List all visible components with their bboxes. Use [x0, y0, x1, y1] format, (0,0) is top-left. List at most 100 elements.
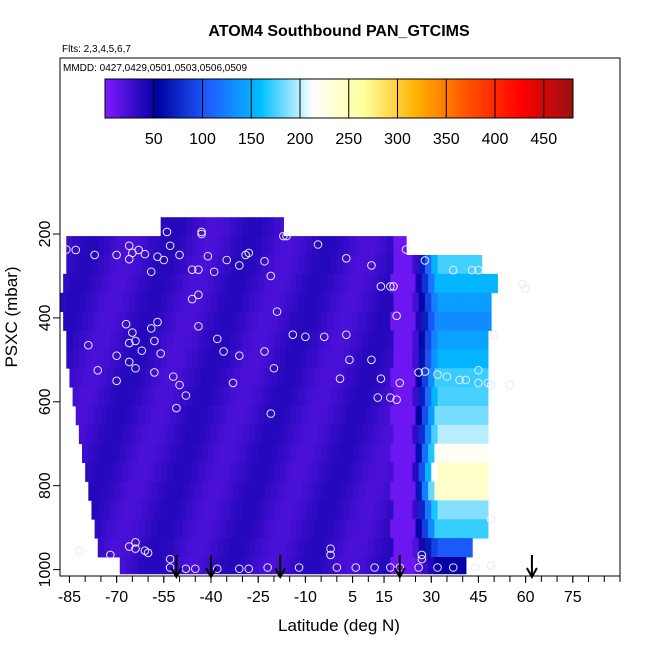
heatmap-cell	[327, 443, 335, 464]
heatmap-cell	[91, 387, 99, 407]
heatmap-cell	[85, 292, 93, 313]
heatmap-cell	[267, 292, 275, 313]
x-tick-label: 60	[517, 589, 535, 606]
heatmap-cell	[217, 424, 225, 445]
sample-point	[93, 366, 103, 375]
heatmap-cell	[229, 292, 237, 313]
heatmap-cell	[154, 292, 162, 313]
heatmap-cell	[409, 481, 417, 501]
heatmap-cell	[336, 387, 344, 407]
heatmap-cell	[377, 443, 385, 464]
heatmap-cell	[428, 519, 435, 539]
sample-point	[448, 563, 458, 572]
heatmap-cell	[91, 292, 99, 313]
heatmap-cell	[132, 273, 140, 294]
heatmap-cell	[280, 292, 288, 313]
heatmap-cell	[368, 330, 376, 350]
heatmap-cell	[204, 500, 212, 520]
heatmap-cell	[151, 557, 159, 575]
heatmap-cell	[434, 519, 442, 539]
heatmap-cell	[346, 405, 354, 426]
heatmap-cell	[119, 273, 127, 294]
heatmap-cell	[233, 519, 240, 539]
colorbar-tick-label: 450	[530, 131, 557, 148]
heatmap-cell	[185, 500, 193, 520]
heatmap-cell	[299, 349, 306, 369]
heatmap-cell	[280, 236, 288, 256]
heatmap-cell	[255, 254, 262, 275]
sample-point	[483, 378, 493, 388]
heatmap-cell	[343, 254, 351, 275]
sample-point	[165, 241, 175, 251]
sample-point	[172, 403, 181, 413]
heatmap-cell	[255, 292, 262, 313]
heatmap-cell	[352, 557, 360, 575]
heatmap-cell	[88, 311, 96, 331]
heatmap-cell	[255, 387, 262, 407]
heatmap-cell	[91, 424, 99, 445]
heatmap-cell	[264, 368, 272, 388]
heatmap-cell	[387, 292, 395, 313]
heatmap-cell	[443, 254, 451, 275]
heatmap-cell	[349, 538, 357, 558]
heatmap-cell	[179, 254, 187, 275]
heatmap-cell	[434, 311, 442, 331]
heatmap-cell	[305, 292, 313, 313]
colorbar-tick-label: 250	[335, 131, 362, 148]
sample-point	[505, 380, 515, 390]
heatmap-cell	[446, 405, 454, 426]
heatmap-cell	[481, 330, 489, 350]
heatmap-cell	[393, 236, 401, 256]
heatmap-cell	[233, 405, 240, 426]
heatmap-cell	[377, 557, 385, 575]
heatmap-cell	[481, 387, 489, 407]
heatmap-cell	[173, 292, 181, 313]
heatmap-cell	[141, 424, 149, 445]
heatmap-cell	[346, 311, 354, 331]
heatmap-cell	[277, 405, 284, 426]
heatmap-cell	[459, 311, 467, 331]
heatmap-cell	[126, 557, 133, 575]
heatmap-cell	[409, 519, 417, 539]
heatmap-cell	[170, 405, 178, 426]
heatmap-cell	[437, 349, 445, 369]
heatmap-cell	[166, 538, 174, 558]
heatmap-cell	[226, 557, 234, 575]
sample-point	[175, 380, 184, 390]
heatmap-cell	[355, 538, 363, 558]
heatmap-cell	[305, 538, 313, 558]
heatmap-cell	[126, 273, 133, 294]
heatmap-cell	[456, 538, 464, 558]
heatmap-cell	[179, 217, 187, 237]
heatmap-cell	[475, 292, 483, 313]
heatmap-cell	[195, 481, 203, 501]
heatmap-cell	[330, 349, 338, 369]
heatmap-cell	[352, 481, 360, 501]
heatmap-cell	[336, 424, 344, 445]
sample-point	[197, 229, 206, 239]
heatmap-cell	[343, 349, 351, 369]
sample-point	[386, 563, 395, 572]
heatmap-cell	[412, 292, 420, 313]
sample-point	[319, 332, 329, 342]
heatmap-cell	[242, 500, 250, 520]
heatmap-cell	[418, 538, 426, 558]
heatmap-cell	[349, 500, 357, 520]
sample-point	[486, 514, 496, 524]
heatmap-cell	[217, 254, 225, 275]
heatmap-cell	[110, 462, 118, 482]
heatmap-cell	[421, 443, 429, 464]
heatmap-cell	[229, 462, 237, 482]
profile-marker-head	[274, 567, 287, 580]
x-tick-label: -85	[58, 589, 81, 606]
heatmap-cell	[170, 481, 178, 501]
heatmap-cell	[396, 443, 404, 464]
heatmap-cell	[387, 387, 395, 407]
dates-label: MMDD: 0427,0429,0501,0503,0506,0509	[63, 63, 247, 74]
heatmap-cell	[267, 424, 275, 445]
heatmap-cell	[132, 557, 140, 575]
heatmap-cell	[82, 273, 89, 294]
heatmap-cell	[286, 236, 294, 256]
heatmap-cell	[100, 311, 108, 331]
sample-point	[121, 319, 131, 329]
